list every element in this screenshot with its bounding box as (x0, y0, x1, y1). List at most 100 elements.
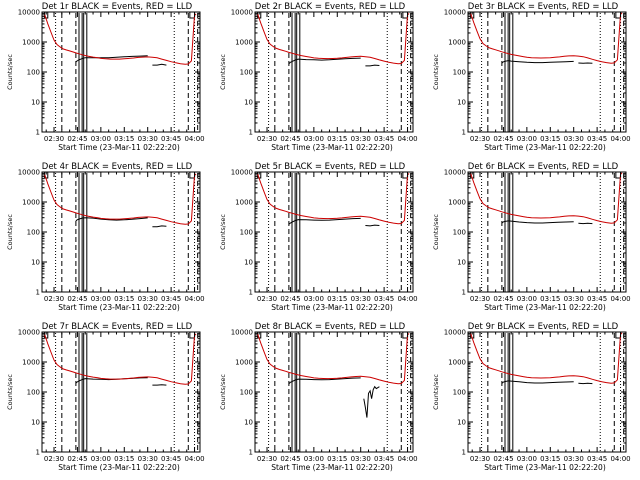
events-series (503, 220, 574, 224)
y-tick-label: 10 (31, 259, 40, 267)
y-tick-label: 10000 (231, 9, 253, 17)
x-tick-label: 03:00 (517, 455, 537, 463)
events-series (77, 217, 148, 221)
x-tick-label: 02:45 (67, 295, 87, 303)
y-tick-label: 100 (453, 229, 466, 237)
x-tick-label: 03:45 (161, 295, 181, 303)
y-tick-label: 10000 (444, 9, 466, 17)
x-tick-label: 04:00 (184, 135, 204, 143)
panel-8: Det 8r BLACK = Events, RED = LLD 1 10 100 10… (219, 322, 418, 472)
y-tick-label: 100 (27, 229, 40, 237)
events-stub (501, 61, 504, 64)
y-tick-label: 1000 (22, 199, 40, 207)
x-tick-label: 03:30 (138, 455, 158, 463)
y-tick-label: 100 (27, 389, 40, 397)
y-tick-label: 1000 (235, 199, 253, 207)
y-tick-label: 10 (244, 259, 253, 267)
plot-frame (254, 11, 414, 133)
panel-6: Det 6r BLACK = Events, RED = LLD 1 10 100 10… (432, 162, 631, 312)
attenuator-marker (402, 332, 409, 339)
attenuator-marker (189, 172, 196, 179)
panel-title: Det 5r BLACK = Events, RED = LLD (255, 162, 406, 172)
panel-9: Det 9r BLACK = Events, RED = LLD 1 10 100 10… (432, 322, 631, 472)
events-stub (75, 381, 78, 384)
x-axis-label: Start Time (23-Mar-11 02:22:20) (58, 463, 180, 472)
x-tick-label: 03:00 (304, 295, 324, 303)
panel-title: Det 3r BLACK = Events, RED = LLD (468, 2, 619, 12)
x-tick-label: 02:45 (493, 135, 513, 143)
y-tick-label: 10000 (444, 169, 466, 177)
y-axis-label: Counts/sec (6, 214, 14, 250)
x-tick-label: 02:45 (67, 135, 87, 143)
events-series (290, 377, 361, 383)
y-tick-label: 1 (462, 129, 466, 137)
x-tick-label: 03:15 (327, 135, 347, 143)
x-tick-label: 03:15 (540, 295, 560, 303)
attenuator-marker (402, 12, 409, 19)
x-tick-label: 03:00 (517, 135, 537, 143)
x-tick-label: 03:15 (540, 455, 560, 463)
y-tick-label: 1000 (448, 359, 466, 367)
events-stub (288, 61, 291, 65)
attenuator-marker (189, 12, 196, 19)
x-tick-label: 03:45 (374, 455, 394, 463)
events-series (290, 217, 361, 224)
events-series (503, 60, 574, 64)
plot-frame (41, 331, 201, 453)
y-tick-label: 10 (457, 99, 466, 107)
events-series (152, 225, 167, 228)
y-tick-label: 1000 (22, 39, 40, 47)
x-tick-label: 02:30 (470, 455, 490, 463)
panel-1: Det 1r BLACK = Events, RED = LLD 1 10 100 10… (6, 2, 205, 152)
panel-title: Det 1r BLACK = Events, RED = LLD (42, 2, 193, 12)
events-series (77, 377, 148, 383)
y-tick-label: 1 (36, 449, 40, 457)
events-series (152, 63, 167, 66)
x-tick-label: 03:15 (327, 295, 347, 303)
lld-series (44, 333, 197, 385)
x-tick-label: 02:30 (257, 455, 277, 463)
x-axis-label: Start Time (23-Mar-11 02:22:20) (484, 143, 606, 152)
x-tick-label: 03:15 (540, 135, 560, 143)
y-tick-label: 100 (240, 69, 253, 77)
events-series (363, 385, 380, 418)
x-tick-label: 03:45 (587, 455, 607, 463)
events-series (503, 380, 574, 384)
y-tick-label: 10 (244, 419, 253, 427)
y-tick-label: 1 (36, 129, 40, 137)
events-stub (75, 60, 78, 63)
x-axis-label: Start Time (23-Mar-11 02:22:20) (271, 303, 393, 312)
x-tick-label: 03:00 (91, 295, 111, 303)
x-tick-label: 03:30 (138, 135, 158, 143)
plot-frame (41, 11, 201, 133)
panel-7: Det 7r BLACK = Events, RED = LLD 1 10 100 10… (6, 322, 205, 472)
lld-series (257, 13, 410, 65)
panel-5: Det 5r BLACK = Events, RED = LLD 1 10 100 10… (219, 162, 418, 312)
x-tick-label: 02:30 (257, 135, 277, 143)
y-axis-label: Counts/sec (432, 54, 440, 90)
x-axis-label: Start Time (23-Mar-11 02:22:20) (58, 303, 180, 312)
y-axis-label: Counts/sec (219, 54, 227, 90)
panel-title: Det 7r BLACK = Events, RED = LLD (42, 322, 193, 332)
x-tick-label: 02:30 (257, 295, 277, 303)
x-tick-label: 03:00 (517, 295, 537, 303)
lld-series (470, 332, 623, 384)
lld-series (257, 173, 410, 225)
y-tick-label: 100 (240, 389, 253, 397)
panel-title: Det 9r BLACK = Events, RED = LLD (468, 322, 619, 332)
y-axis-label: Counts/sec (432, 374, 440, 410)
x-tick-label: 02:45 (67, 455, 87, 463)
x-tick-label: 04:00 (610, 295, 630, 303)
y-tick-label: 10 (244, 99, 253, 107)
x-axis-label: Start Time (23-Mar-11 02:22:20) (484, 463, 606, 472)
x-tick-label: 03:30 (564, 295, 584, 303)
lld-series (470, 172, 623, 224)
y-tick-label: 10 (31, 419, 40, 427)
x-tick-label: 03:15 (114, 455, 134, 463)
y-axis-label: Counts/sec (6, 54, 14, 90)
panel-2: Det 2r BLACK = Events, RED = LLD 1 10 100 10… (219, 2, 418, 152)
x-tick-label: 03:45 (374, 295, 394, 303)
panel-title: Det 8r BLACK = Events, RED = LLD (255, 322, 406, 332)
x-tick-label: 02:30 (44, 455, 64, 463)
